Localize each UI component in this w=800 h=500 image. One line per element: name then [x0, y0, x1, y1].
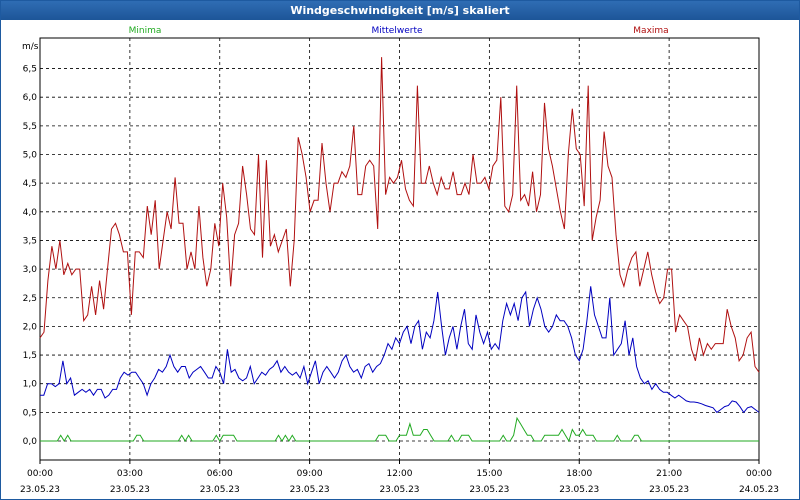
- x-tick-date: 23.05.23: [110, 485, 150, 495]
- x-tick-time: 09:00: [297, 469, 323, 479]
- y-axis-label: m/s: [22, 42, 39, 52]
- y-tick-label: 5,5: [23, 122, 37, 132]
- x-tick-date: 23.05.23: [559, 485, 599, 495]
- x-tick-date: 23.05.23: [649, 485, 689, 495]
- y-tick-label: 4,5: [23, 179, 37, 189]
- x-tick-time: 18:00: [566, 469, 592, 479]
- x-tick-time: 15:00: [476, 469, 502, 479]
- x-tick-date: 23.05.23: [290, 485, 330, 495]
- y-tick-label: 6,5: [23, 65, 37, 75]
- y-tick-label: 2,0: [23, 322, 38, 332]
- y-tick-label: 0,5: [23, 408, 37, 418]
- x-tick-date: 24.05.23: [739, 485, 779, 495]
- series-line-maxima: [39, 57, 760, 373]
- y-tick-label: 6,0: [23, 93, 38, 103]
- y-tick-label: 3,5: [23, 236, 37, 246]
- y-tick-label: 1,0: [23, 380, 38, 390]
- x-tick-time: 00:00: [27, 469, 53, 479]
- x-tick-time: 21:00: [656, 469, 682, 479]
- series-line-minima: [40, 416, 759, 443]
- y-tick-label: 4,0: [23, 208, 38, 218]
- legend-minima: Minima: [129, 26, 162, 36]
- y-tick-label: 5,0: [23, 151, 38, 161]
- y-tick-label: 3,0: [23, 265, 38, 275]
- legend-mittelwerte: Mittelwerte: [371, 26, 422, 36]
- x-tick-time: 00:00: [746, 469, 772, 479]
- chart-title: Windgeschwindigkeit [m/s] skaliert: [1, 1, 799, 20]
- x-tick-time: 06:00: [207, 469, 233, 479]
- x-tick-date: 23.05.23: [469, 485, 509, 495]
- x-tick-date: 23.05.23: [20, 485, 60, 495]
- x-tick-time: 12:00: [387, 469, 413, 479]
- x-tick-time: 03:00: [117, 469, 143, 479]
- x-tick-date: 23.05.23: [200, 485, 240, 495]
- y-tick-label: 0,0: [23, 437, 38, 447]
- x-tick-date: 23.05.23: [379, 485, 419, 495]
- legend-maxima: Maxima: [633, 26, 668, 36]
- y-tick-label: 1,5: [23, 351, 37, 361]
- series-line-mittelwerte: [40, 286, 760, 414]
- y-tick-label: 2,5: [23, 294, 37, 304]
